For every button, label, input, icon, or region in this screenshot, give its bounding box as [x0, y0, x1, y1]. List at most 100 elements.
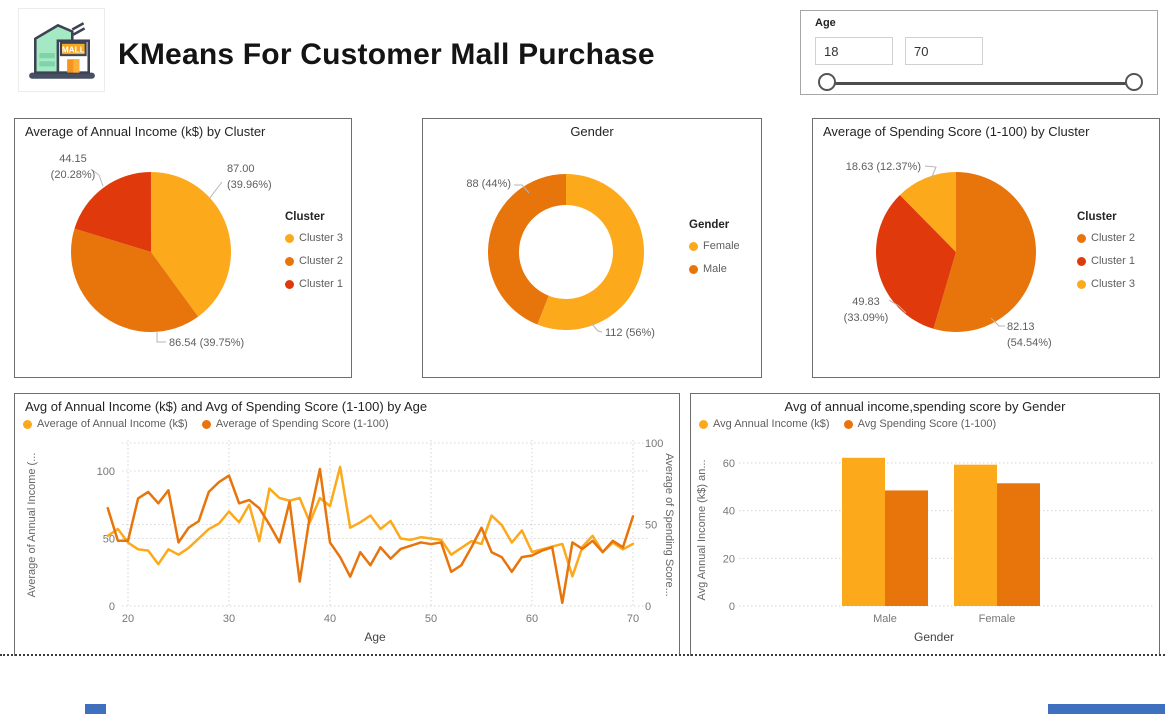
data-label-male: 88 (44%)	[466, 178, 511, 190]
legend-label: Cluster 1	[299, 278, 344, 290]
age-max-input[interactable]	[905, 37, 983, 65]
x-tick: 60	[526, 613, 538, 625]
legend-label: Cluster 3	[299, 232, 344, 244]
bar-chart-by-gender: 0 20 40 60 Male Female Avg Annual Income (k$) …	[696, 457, 1153, 644]
slice-cluster-2[interactable]	[933, 172, 1036, 332]
legend-dot	[843, 419, 853, 429]
legend-item-avg-spending-score-1-100-: Avg Spending Score (1-100)	[843, 418, 997, 430]
legend-dot	[285, 233, 294, 243]
y-left-tick: 0	[109, 601, 115, 613]
visual-title: Average of Annual Income (k$) by Cluster	[25, 124, 266, 139]
label-leader-line	[990, 317, 1005, 327]
legend-dot	[689, 241, 698, 251]
legend: Gender Female Male	[689, 219, 740, 286]
legend-title: Cluster	[1077, 211, 1117, 223]
y-left-axis-title: Average of Annual Income (...	[26, 453, 38, 598]
y-tick: 60	[723, 458, 735, 470]
y-left-tick: 50	[103, 534, 115, 546]
legend-label: Average of Annual Income (k$)	[37, 418, 188, 430]
y-right-tick: 50	[645, 520, 657, 532]
legend-dot	[699, 419, 708, 429]
page-boundary-dotted-line	[0, 654, 1165, 656]
x-tick: 70	[627, 613, 639, 625]
pie-chart-spending-score: 82.13 (54.54%) 49.83 (33.09%) 18.63 (12.37%)	[844, 161, 1052, 349]
legend-label: Cluster 2	[299, 255, 344, 267]
logo-text: MALL	[61, 46, 84, 55]
scrollbar-fragment-right[interactable]	[1048, 704, 1165, 714]
scrollbar-fragment-left[interactable]	[85, 704, 106, 714]
legend-dot	[285, 279, 294, 289]
visual-spending-score-pie: Average of Spending Score (1-100) by Clu…	[812, 118, 1160, 378]
legend-label: Avg Spending Score (1-100)	[857, 418, 997, 430]
legend-dot	[1077, 279, 1086, 289]
age-slider-handle-max[interactable]	[1125, 73, 1143, 91]
age-min-input[interactable]	[815, 37, 893, 65]
mall-logo-card: MALL	[18, 8, 105, 92]
visual-title: Avg of Annual Income (k$) and Avg of Spe…	[25, 399, 428, 414]
legend-dot	[285, 256, 294, 266]
pie-chart-annual-income: 87.00 (39.96%) 86.54 (39.75%) 44.15 (20.28%)	[51, 153, 272, 349]
line-chart-by-age: 0 0 50 50 100 100 20 30 40 50 60 70 Average of Annua…	[26, 438, 675, 644]
y-tick: 0	[729, 601, 735, 613]
x-category-label: Male	[873, 613, 897, 625]
legend-item-female: Female	[689, 240, 740, 252]
legend-item-cluster-3: Cluster 3	[285, 232, 343, 244]
visual-bar-by-gender: Avg of annual income,spending score by G…	[690, 393, 1160, 656]
label-leader-line	[924, 165, 937, 180]
age-slider-track[interactable]	[828, 82, 1134, 85]
legend-dot	[23, 419, 32, 429]
legend-label: Avg Annual Income (k$)	[713, 418, 830, 430]
y-axis-title: Avg Annual Income (k$) an...	[696, 459, 708, 600]
legend-title: Cluster	[285, 211, 325, 223]
label-leader-line	[90, 168, 104, 187]
label-leader-line	[208, 181, 223, 200]
bar-male-avg-spending-score-1-100-[interactable]	[885, 490, 928, 606]
donut-chart-gender: 112 (56%) 88 (44%)	[466, 174, 655, 339]
age-slider-handle-min[interactable]	[818, 73, 836, 91]
bar-male-avg-annual-income-k-[interactable]	[842, 457, 885, 606]
y-tick: 40	[723, 506, 735, 518]
data-label-cluster-3: 18.63 (12.37%)	[846, 161, 921, 173]
data-label-cluster-3: 87.00 (39.96%)	[227, 163, 272, 191]
x-tick: 20	[122, 613, 134, 625]
legend-dot	[1077, 233, 1086, 243]
label-leader-line	[888, 299, 907, 314]
data-label-cluster-1: 49.83 (33.09%)	[844, 296, 889, 324]
legend-label: Female	[703, 240, 740, 252]
legend-label: Cluster 3	[1091, 278, 1136, 290]
data-label-cluster-2: 86.54 (39.75%)	[169, 337, 244, 349]
x-tick: 50	[425, 613, 437, 625]
y-right-tick: 100	[645, 438, 663, 450]
label-leader-line	[590, 322, 603, 333]
legend-item-cluster-3: Cluster 3	[1077, 278, 1135, 290]
page-title: KMeans For Customer Mall Purchase	[118, 38, 655, 71]
legend-dot	[689, 264, 698, 274]
mall-logo-icon: MALL	[28, 22, 95, 79]
bar-female-avg-annual-income-k-[interactable]	[954, 464, 997, 606]
slice-female[interactable]	[537, 174, 644, 330]
x-tick: 40	[324, 613, 336, 625]
visual-line-by-age: Avg of Annual Income (k$) and Avg of Spe…	[14, 393, 680, 656]
legend-item-avg-annual-income-k-: Avg Annual Income (k$)	[699, 418, 830, 430]
slice-cluster-2[interactable]	[71, 228, 199, 332]
x-tick: 30	[223, 613, 235, 625]
slice-cluster-3[interactable]	[151, 172, 231, 317]
legend-dot	[1077, 256, 1086, 266]
slice-cluster-1[interactable]	[74, 172, 151, 252]
legend-item-male: Male	[689, 263, 740, 275]
visual-annual-income-pie: Average of Annual Income (k$) by Cluster…	[14, 118, 352, 378]
series-line-spending-score[interactable]	[106, 467, 635, 604]
y-left-tick: 100	[97, 466, 115, 478]
label-leader-line	[156, 331, 166, 343]
x-category-label: Female	[979, 613, 1016, 625]
slice-cluster-1[interactable]	[876, 194, 956, 329]
legend-label: Male	[703, 263, 727, 275]
bar-female-avg-spending-score-1-100-[interactable]	[997, 483, 1040, 606]
visual-title: Gender	[570, 124, 614, 139]
legend: Average of Annual Income (k$) Average of …	[15, 416, 679, 430]
slice-male[interactable]	[487, 174, 566, 325]
y-right-axis-title: Average of Spending Score...	[663, 453, 675, 597]
slice-cluster-3[interactable]	[899, 172, 956, 252]
data-label-cluster-1: 44.15 (20.28%)	[51, 153, 96, 181]
